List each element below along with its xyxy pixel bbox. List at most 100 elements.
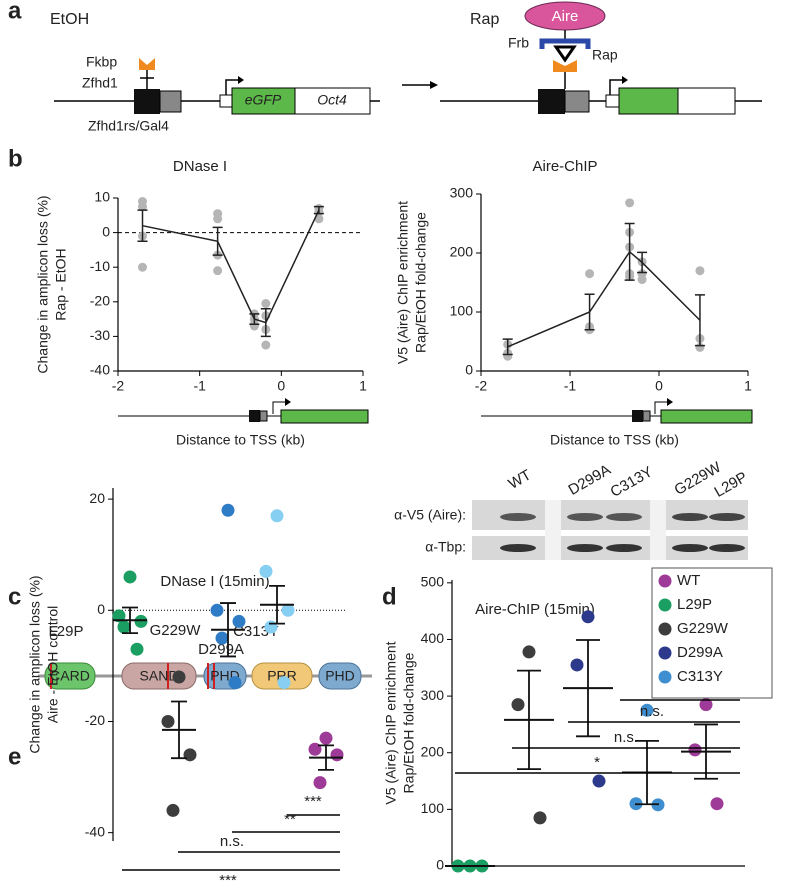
error-bar bbox=[260, 307, 271, 338]
construct-rap: Rap Aire Frb Rap bbox=[440, 1, 762, 115]
significance-label: n.s. bbox=[614, 729, 638, 746]
y-tick-label: 300 bbox=[450, 185, 474, 201]
band bbox=[606, 544, 642, 552]
panel-letter: c bbox=[8, 583, 21, 610]
fkbp-shape bbox=[139, 58, 155, 70]
y-tick-label: 200 bbox=[450, 244, 474, 260]
panel-letter: e bbox=[8, 743, 21, 770]
fkbp-shape bbox=[553, 60, 577, 72]
data-point bbox=[637, 275, 647, 285]
y-tick-label: 100 bbox=[450, 303, 474, 319]
data-point bbox=[228, 676, 242, 690]
y-tick-label: -40 bbox=[90, 362, 110, 378]
legend-label: G229W bbox=[677, 620, 729, 637]
gene-box bbox=[618, 87, 679, 115]
construct-etoh: EtOH Fkbp Zfhd1 eGFP Oct4 Zfhd1rs/Gal4 bbox=[50, 11, 380, 134]
data-point bbox=[592, 774, 606, 788]
tss-arrow bbox=[654, 401, 668, 414]
legend-box bbox=[651, 567, 773, 699]
band bbox=[606, 513, 642, 521]
data-point bbox=[319, 731, 333, 745]
significance-label: n.s. bbox=[220, 833, 244, 850]
site-box bbox=[159, 90, 182, 113]
error-bar bbox=[137, 209, 148, 242]
y-tick-label: 0 bbox=[102, 223, 110, 239]
tss-arrow bbox=[238, 76, 244, 84]
data-point bbox=[261, 340, 271, 350]
label: Zfhd1 bbox=[82, 75, 118, 91]
western-blot: α-V5 (Aire): α-Tbp: WT D299A C313Y G229W… bbox=[394, 458, 750, 560]
chart-title: DNase I bbox=[173, 158, 227, 175]
row-label: α-Tbp: bbox=[425, 539, 466, 555]
data-point bbox=[215, 631, 229, 645]
band bbox=[672, 513, 708, 521]
data-point bbox=[112, 609, 126, 623]
data-point bbox=[640, 703, 654, 717]
data-point bbox=[183, 748, 197, 762]
data-point bbox=[570, 658, 584, 672]
label: Aire bbox=[552, 8, 579, 25]
domain-label: CARD bbox=[50, 668, 90, 684]
y-tick-label: -10 bbox=[90, 258, 110, 274]
band bbox=[709, 513, 745, 521]
band bbox=[500, 513, 536, 521]
y-tick-label: 300 bbox=[421, 687, 445, 703]
data-point bbox=[259, 564, 273, 578]
data-point bbox=[522, 645, 536, 659]
tss-arrow bbox=[285, 398, 291, 406]
y-tick-label: -40 bbox=[85, 823, 105, 839]
y-axis-label: V5 (Aire) ChIP enrichment bbox=[383, 641, 399, 804]
condition-label: EtOH bbox=[50, 11, 89, 28]
error-bar bbox=[637, 251, 648, 274]
data-point bbox=[277, 676, 291, 690]
panel-letter: d bbox=[382, 583, 397, 610]
error-bar bbox=[624, 222, 635, 281]
error-bar bbox=[517, 669, 541, 771]
error-bar bbox=[694, 294, 705, 347]
tss-arrow bbox=[622, 76, 628, 84]
panel-letter: a bbox=[8, 0, 22, 24]
data-point bbox=[585, 269, 595, 279]
error-bar bbox=[269, 584, 285, 625]
site-box bbox=[538, 89, 565, 114]
error-bar bbox=[318, 744, 334, 771]
data-point bbox=[117, 620, 131, 634]
legend-swatch bbox=[658, 622, 672, 636]
tss-arrow bbox=[609, 79, 622, 96]
data-point bbox=[210, 603, 224, 617]
error-bar bbox=[502, 338, 513, 356]
significance-label: ** bbox=[284, 811, 296, 828]
error-bar bbox=[694, 723, 718, 780]
data-point bbox=[161, 714, 175, 728]
promoter-box bbox=[219, 94, 233, 108]
label: Zfhd1rs/Gal4 bbox=[88, 118, 169, 134]
data-point bbox=[130, 642, 144, 656]
y-tick-label: 20 bbox=[89, 490, 105, 506]
data-point bbox=[138, 262, 147, 272]
gene-box bbox=[677, 87, 736, 115]
tss-arrow bbox=[272, 401, 286, 414]
promoter-box bbox=[605, 94, 620, 108]
y-axis-label: V5 (Aire) ChIP enrichment bbox=[395, 201, 411, 364]
chart-title: Aire-ChIP (15min) bbox=[475, 601, 595, 618]
site-box bbox=[564, 90, 590, 113]
legend-swatch bbox=[658, 646, 672, 660]
data-point bbox=[213, 214, 223, 224]
data-point bbox=[313, 776, 327, 790]
data-point bbox=[581, 610, 595, 624]
gene-box bbox=[660, 409, 753, 424]
x-tick-label: -2 bbox=[475, 378, 488, 394]
y-axis-label: Rap - EtOH bbox=[53, 248, 69, 320]
mean-line bbox=[142, 209, 320, 324]
legend-label: L29P bbox=[677, 596, 712, 613]
error-bar bbox=[220, 602, 236, 658]
mean-line bbox=[507, 250, 701, 348]
data-point bbox=[511, 698, 525, 712]
y-tick-label: -20 bbox=[85, 712, 105, 728]
mutation-label: L29P bbox=[48, 623, 83, 640]
band bbox=[567, 544, 603, 552]
legend-swatch bbox=[658, 670, 672, 684]
x-tick-label: 0 bbox=[655, 378, 663, 394]
x-axis-label: Distance to TSS (kb) bbox=[176, 432, 305, 448]
